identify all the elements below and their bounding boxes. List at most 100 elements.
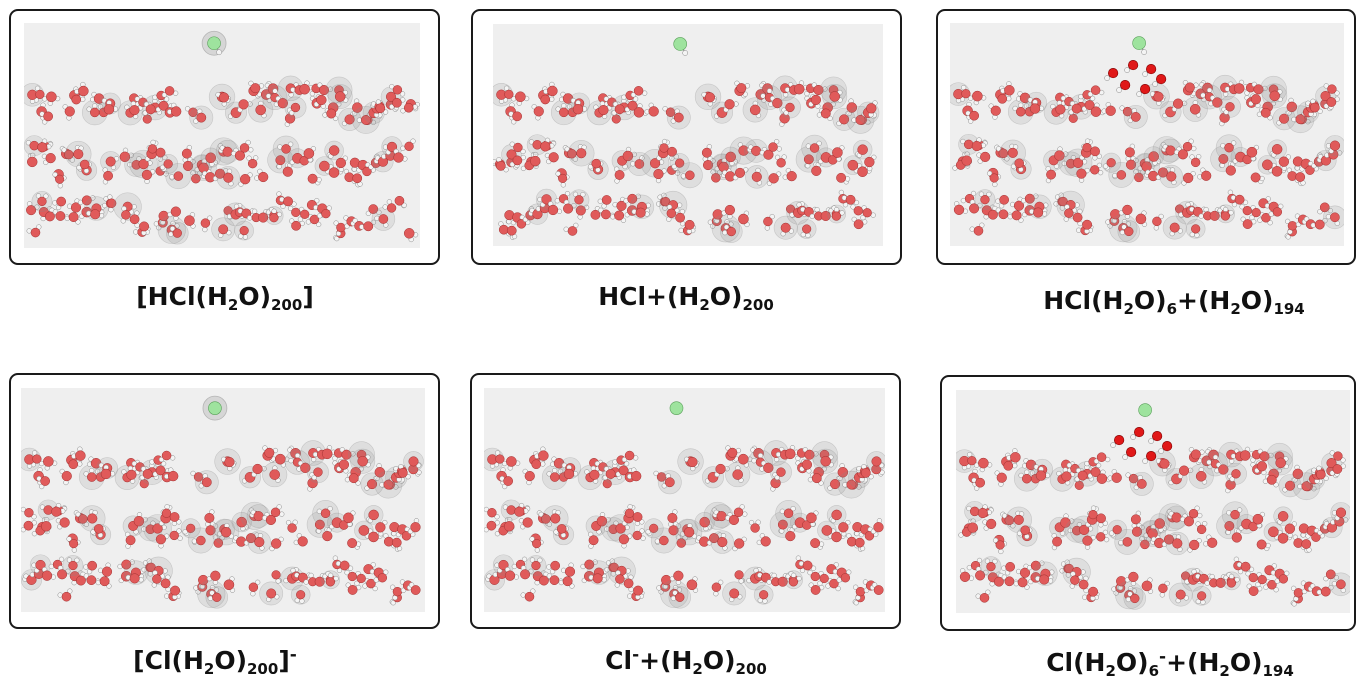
cluster-oxygen-atom (1128, 60, 1138, 70)
oxygen-atom (219, 93, 229, 103)
hydrogen-atom (328, 573, 333, 578)
oxygen-atom (1091, 107, 1101, 117)
oxygen-atom (73, 149, 83, 159)
hydrogen-atom (1125, 67, 1130, 72)
panel-frame-3 (936, 9, 1356, 265)
oxygen-atom (727, 227, 736, 236)
oxygen-atom (1315, 220, 1324, 229)
oxygen-atom (606, 469, 615, 478)
oxygen-atom (121, 210, 130, 219)
oxygen-atom (69, 460, 78, 469)
oxygen-atom (1122, 205, 1132, 215)
oxygen-atom (1201, 171, 1211, 181)
oxygen-atom (1252, 208, 1261, 217)
cluster-oxygen-atom (1140, 84, 1150, 94)
hydrogen-atom (655, 539, 660, 544)
molecular-scene-4 (21, 388, 425, 612)
oxygen-atom (322, 531, 332, 541)
oxygen-atom (729, 589, 738, 598)
oxygen-atom (322, 449, 332, 459)
oxygen-atom (1234, 83, 1244, 93)
oxygen-atom (970, 111, 979, 120)
oxygen-atom (248, 159, 257, 168)
oxygen-atom (794, 84, 804, 94)
oxygen-atom (999, 210, 1008, 219)
oxygen-atom (376, 104, 385, 113)
oxygen-atom (210, 571, 220, 581)
oxygen-atom (728, 448, 737, 457)
hydrogen-atom (58, 183, 63, 188)
oxygen-atom (300, 210, 309, 219)
oxygen-atom (57, 197, 66, 206)
oxygen-atom (404, 228, 414, 238)
oxygen-atom (972, 91, 982, 101)
oxygen-atom (319, 161, 329, 171)
oxygen-atom (864, 157, 874, 167)
oxygen-atom (1221, 212, 1230, 221)
hydrogen-atom (992, 182, 997, 187)
oxygen-atom (507, 226, 516, 235)
oxygen-atom (90, 209, 100, 219)
oxygen-atom (1004, 461, 1013, 470)
hydrogen-atom (164, 594, 169, 599)
hydrogen-atom (1194, 233, 1199, 238)
oxygen-atom (171, 107, 181, 117)
oxygen-atom (103, 171, 112, 180)
oxygen-atom (725, 99, 735, 109)
oxygen-atom (688, 457, 698, 467)
oxygen-atom (654, 169, 664, 179)
oxygen-atom (87, 576, 96, 585)
oxygen-atom (1262, 160, 1272, 170)
oxygen-atom (336, 223, 345, 232)
oxygen-atom (1191, 158, 1200, 167)
oxygen-atom (811, 572, 820, 581)
oxygen-atom (841, 573, 850, 582)
oxygen-atom (832, 510, 842, 520)
hydrogen-atom (683, 50, 688, 55)
oxygen-atom (41, 476, 50, 485)
oxygen-atom (990, 174, 999, 183)
oxygen-atom (170, 586, 179, 595)
oxygen-atom (751, 146, 761, 156)
oxygen-atom (1191, 225, 1200, 234)
hydrogen-atom (192, 539, 197, 544)
oxygen-atom (41, 521, 51, 531)
oxygen-atom (251, 83, 260, 92)
chlorine-atom (1133, 37, 1146, 50)
oxygen-atom (974, 226, 983, 235)
oxygen-atom (836, 173, 845, 182)
oxygen-atom (69, 539, 78, 548)
oxygen-atom (1183, 173, 1193, 183)
oxygen-atom (590, 470, 600, 480)
oxygen-atom (787, 171, 797, 181)
oxygen-atom (549, 152, 559, 162)
oxygen-atom (564, 469, 574, 479)
oxygen-atom (633, 531, 642, 540)
oxygen-atom (981, 195, 990, 204)
oxygen-atom (1185, 83, 1194, 92)
oxygen-atom (550, 514, 560, 524)
cluster-oxygen-atom (1156, 74, 1166, 84)
oxygen-atom (978, 458, 988, 468)
oxygen-atom (781, 223, 790, 232)
oxygen-atom (101, 469, 111, 479)
oxygen-atom (1091, 86, 1100, 95)
oxygen-atom (515, 92, 525, 102)
oxygen-atom (1064, 209, 1073, 218)
oxygen-atom (196, 536, 205, 545)
oxygen-atom (308, 174, 317, 183)
oxygen-atom (1330, 141, 1340, 151)
oxygen-atom (291, 208, 300, 217)
oxygen-atom (65, 107, 75, 117)
oxygen-atom (821, 456, 831, 466)
hydrogen-atom (299, 599, 304, 604)
oxygen-atom (349, 474, 358, 483)
hydrogen-atom (72, 548, 77, 553)
oxygen-atom (78, 86, 88, 96)
oxygen-atom (265, 448, 274, 457)
oxygen-atom (734, 539, 744, 549)
oxygen-atom (615, 105, 624, 114)
oxygen-atom (738, 214, 748, 224)
hydrogen-atom (266, 94, 271, 99)
oxygen-atom (405, 142, 414, 151)
